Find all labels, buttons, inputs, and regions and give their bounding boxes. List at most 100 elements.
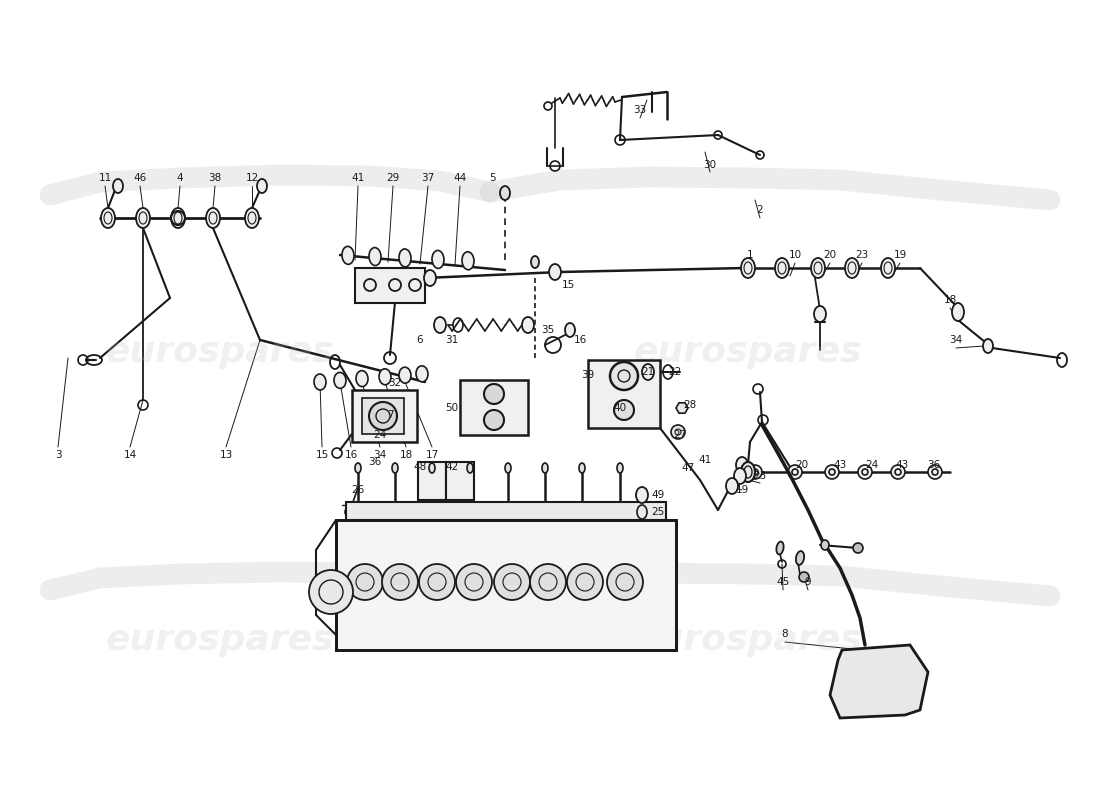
Text: 15: 15	[316, 450, 329, 460]
Text: 36: 36	[927, 460, 940, 470]
Ellipse shape	[399, 367, 411, 383]
Ellipse shape	[462, 252, 474, 270]
Text: 29: 29	[386, 173, 399, 183]
Ellipse shape	[170, 208, 185, 228]
Circle shape	[368, 402, 397, 430]
Circle shape	[825, 465, 839, 479]
Circle shape	[484, 384, 504, 404]
Text: 35: 35	[541, 325, 554, 335]
Text: 32: 32	[388, 378, 401, 388]
Text: 34: 34	[373, 450, 386, 460]
Circle shape	[456, 564, 492, 600]
Ellipse shape	[617, 463, 623, 473]
Text: 40: 40	[614, 403, 627, 413]
Text: 39: 39	[582, 370, 595, 380]
Ellipse shape	[741, 258, 755, 278]
Ellipse shape	[983, 339, 993, 353]
Text: 43: 43	[895, 460, 909, 470]
Text: 13: 13	[219, 450, 232, 460]
Ellipse shape	[741, 462, 755, 482]
Circle shape	[610, 362, 638, 390]
Ellipse shape	[845, 258, 859, 278]
Circle shape	[858, 465, 872, 479]
Ellipse shape	[776, 258, 789, 278]
Ellipse shape	[113, 179, 123, 193]
Text: 20: 20	[795, 460, 808, 470]
Ellipse shape	[257, 179, 267, 193]
Ellipse shape	[416, 366, 428, 382]
Bar	[336, 520, 676, 650]
Circle shape	[566, 564, 603, 600]
Text: 7: 7	[387, 410, 394, 420]
Text: 34: 34	[949, 335, 962, 345]
Circle shape	[484, 410, 504, 430]
Ellipse shape	[432, 250, 444, 269]
Ellipse shape	[522, 317, 534, 333]
Text: 6: 6	[417, 335, 424, 345]
Ellipse shape	[314, 374, 326, 390]
Text: 28: 28	[683, 400, 696, 410]
Text: 41: 41	[698, 455, 712, 465]
Ellipse shape	[136, 208, 150, 228]
Ellipse shape	[342, 246, 354, 264]
Circle shape	[799, 572, 808, 582]
Ellipse shape	[777, 542, 783, 554]
Ellipse shape	[379, 369, 390, 385]
Bar	[588, 360, 660, 428]
Ellipse shape	[565, 323, 575, 337]
Ellipse shape	[636, 487, 648, 503]
Text: 4: 4	[177, 173, 184, 183]
Circle shape	[607, 564, 644, 600]
Bar	[346, 502, 666, 520]
Text: 1: 1	[747, 250, 754, 260]
Text: eurospares: eurospares	[634, 335, 862, 369]
Bar	[460, 380, 528, 435]
Ellipse shape	[468, 463, 473, 473]
Bar	[362, 398, 404, 434]
Ellipse shape	[399, 249, 411, 267]
Text: 48: 48	[414, 462, 427, 472]
Text: eurospares: eurospares	[106, 623, 334, 657]
Text: 12: 12	[245, 173, 258, 183]
Text: 19: 19	[893, 250, 906, 260]
Text: eurospares: eurospares	[106, 335, 334, 369]
Text: 24: 24	[373, 430, 386, 440]
Circle shape	[382, 564, 418, 600]
Polygon shape	[676, 403, 688, 413]
Circle shape	[614, 400, 634, 420]
Circle shape	[419, 564, 455, 600]
Ellipse shape	[952, 303, 964, 321]
Ellipse shape	[726, 478, 738, 494]
Bar	[352, 390, 417, 442]
Text: 16: 16	[573, 335, 586, 345]
Ellipse shape	[542, 463, 548, 473]
Ellipse shape	[368, 247, 381, 266]
Text: 5: 5	[488, 173, 495, 183]
Text: 46: 46	[133, 173, 146, 183]
Ellipse shape	[434, 317, 446, 333]
Ellipse shape	[355, 463, 361, 473]
Text: 22: 22	[669, 367, 682, 377]
Text: 23: 23	[754, 471, 767, 481]
Text: 21: 21	[641, 367, 654, 377]
Ellipse shape	[736, 457, 748, 473]
Ellipse shape	[505, 463, 512, 473]
Text: 15: 15	[561, 280, 574, 290]
Text: eurospares: eurospares	[634, 623, 862, 657]
Ellipse shape	[424, 270, 436, 286]
Circle shape	[788, 465, 802, 479]
Text: 47: 47	[681, 463, 694, 473]
Text: 14: 14	[123, 450, 136, 460]
Text: 8: 8	[782, 629, 789, 639]
Ellipse shape	[881, 258, 895, 278]
Circle shape	[494, 564, 530, 600]
Text: 38: 38	[208, 173, 221, 183]
Text: 18: 18	[944, 295, 957, 305]
Text: 41: 41	[351, 173, 364, 183]
Text: 2: 2	[757, 205, 763, 215]
Circle shape	[852, 543, 864, 553]
Text: 26: 26	[351, 485, 364, 495]
Circle shape	[346, 564, 383, 600]
Text: 9: 9	[805, 577, 812, 587]
Ellipse shape	[500, 186, 510, 200]
